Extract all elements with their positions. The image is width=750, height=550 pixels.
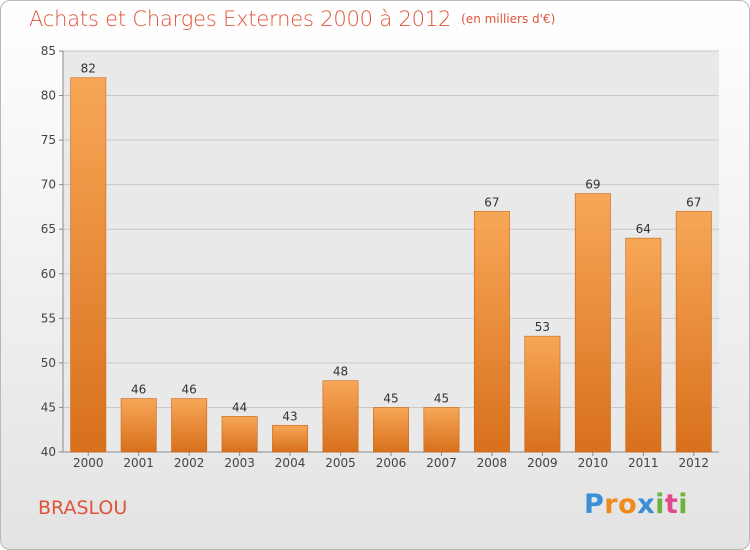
y-tick-label: 85: [41, 44, 56, 58]
title-text: Achats et Charges Externes 2000 à 2012: [29, 7, 452, 31]
y-tick-label: 80: [41, 89, 56, 103]
bar: [221, 416, 258, 453]
data-label: 67: [686, 195, 701, 209]
x-tick-label: 2002: [174, 456, 205, 470]
y-tick-label: 65: [41, 222, 56, 236]
place-name: BRASLOU: [38, 497, 128, 519]
x-tick-label: 2010: [578, 456, 609, 470]
x-tick-label: 2004: [275, 456, 306, 470]
unit-text: (en milliers d'€): [461, 12, 556, 26]
proxiti-logo: Proxiti: [584, 489, 689, 520]
data-label: 69: [585, 178, 600, 192]
x-tick-label: 2008: [477, 456, 508, 470]
bar: [70, 77, 107, 453]
bar: [120, 398, 157, 453]
bar: [423, 407, 460, 453]
bar: [675, 211, 712, 453]
bars: 82 46 46 44 43 48 45 45 67 53 69 64 67: [70, 62, 712, 453]
data-label: 53: [535, 320, 550, 334]
x-tick-label: 2011: [628, 456, 659, 470]
chart-title: Achats et Charges Externes 2000 à 2012 (e…: [29, 7, 555, 31]
bar: [373, 407, 409, 453]
bar: [524, 335, 561, 453]
data-label: 64: [636, 222, 651, 236]
bar: [272, 424, 309, 453]
x-tick-label: 2003: [224, 456, 255, 470]
y-tick-label: 60: [41, 267, 56, 281]
data-label: 48: [333, 365, 348, 379]
y-tick-label: 45: [41, 400, 56, 414]
data-label: 43: [282, 409, 297, 423]
data-label: 44: [232, 400, 247, 414]
data-label: 46: [182, 383, 197, 397]
y-tick-label: 50: [41, 356, 56, 370]
data-label: 45: [434, 391, 449, 405]
data-label: 45: [383, 391, 398, 405]
data-label: 46: [131, 383, 146, 397]
y-tick-label: 55: [41, 311, 56, 325]
bar: [574, 193, 611, 453]
x-tick-label: 2001: [123, 456, 154, 470]
bar: [171, 398, 208, 453]
bar: [625, 237, 662, 453]
y-tick-label: 70: [41, 178, 56, 192]
x-tick-label: 2006: [376, 456, 407, 470]
data-label: 82: [81, 62, 96, 76]
x-tick-label: 2009: [527, 456, 558, 470]
bar: [322, 380, 359, 453]
data-label: 67: [484, 195, 499, 209]
y-tick-label: 40: [41, 445, 56, 459]
x-tick-label: 2000: [73, 456, 104, 470]
x-tick-label: 2012: [678, 456, 709, 470]
y-tick-label: 75: [41, 133, 56, 147]
bar: [473, 211, 510, 453]
x-tick-label: 2007: [426, 456, 457, 470]
x-tick-label: 2005: [325, 456, 356, 470]
axes: 40 45 50 55 60 65 70 75 80 85 2000 2001 2002 2003 2004…: [41, 44, 719, 470]
